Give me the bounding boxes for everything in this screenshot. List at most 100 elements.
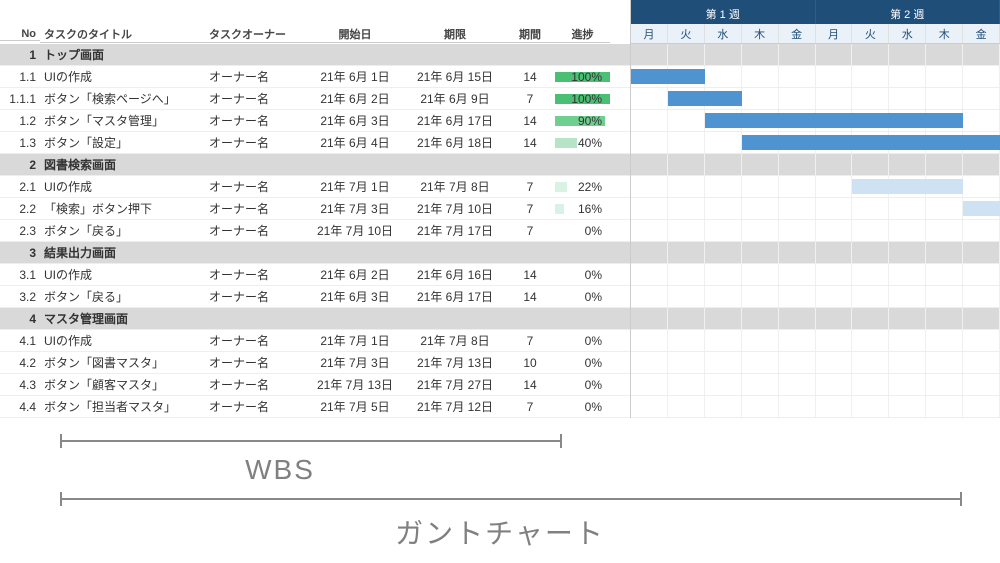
cell-progress: 0% [555, 334, 610, 348]
cell-title: ボタン「顧客マスタ」 [40, 376, 205, 393]
cell-duration: 7 [505, 400, 555, 414]
cell-end: 21年 7月 10日 [405, 200, 505, 217]
gantt-cell [889, 154, 926, 175]
gantt-cell [852, 396, 889, 417]
task-row[interactable]: 4.4ボタン「担当者マスタ」オーナー名21年 7月 5日21年 7月 12日70… [0, 396, 630, 418]
gantt-cell [631, 352, 668, 373]
gantt-cell [816, 286, 853, 307]
cell-no: 1.3 [0, 136, 40, 150]
gantt-cell [816, 198, 853, 219]
cell-duration: 14 [505, 290, 555, 304]
cell-title: ボタン「戻る」 [40, 288, 205, 305]
gantt-section-row [631, 242, 1000, 264]
gantt-task-row [631, 88, 1000, 110]
gantt-cell [742, 44, 779, 65]
gantt-cell [742, 66, 779, 87]
gantt-cell [631, 176, 668, 197]
cell-title: ボタン「マスタ管理」 [40, 112, 205, 129]
gantt-cell [889, 264, 926, 285]
cell-start: 21年 7月 3日 [305, 354, 405, 371]
cell-end: 21年 6月 17日 [405, 288, 505, 305]
task-row[interactable]: 3.1UIの作成オーナー名21年 6月 2日21年 6月 16日140% [0, 264, 630, 286]
gantt-task-row [631, 264, 1000, 286]
gantt-day-cell: 木 [926, 24, 963, 43]
gantt-bar[interactable] [631, 69, 705, 84]
gantt-cell [816, 308, 853, 329]
gantt-cell [889, 352, 926, 373]
gantt-bar[interactable] [668, 91, 742, 106]
gantt-cell [926, 330, 963, 351]
task-row[interactable]: 2.2「検索」ボタン押下オーナー名21年 7月 3日21年 7月 10日716% [0, 198, 630, 220]
gantt-bar[interactable] [742, 135, 1000, 150]
gantt-day-cell: 火 [668, 24, 705, 43]
wbs-header-spacer [0, 0, 630, 24]
cell-end: 21年 7月 17日 [405, 222, 505, 239]
task-row[interactable]: 2.3ボタン「戻る」オーナー名21年 7月 10日21年 7月 17日70% [0, 220, 630, 242]
task-row[interactable]: 1.3ボタン「設定」オーナー名21年 6月 4日21年 6月 18日1440% [0, 132, 630, 154]
task-row[interactable]: 4.1UIの作成オーナー名21年 7月 1日21年 7月 8日70% [0, 330, 630, 352]
gantt-cell [963, 374, 1000, 395]
gantt-cell [889, 66, 926, 87]
cell-owner: オーナー名 [205, 266, 305, 283]
cell-owner: オーナー名 [205, 222, 305, 239]
gantt-cell [816, 352, 853, 373]
gantt-cell [889, 242, 926, 263]
section-row[interactable]: 1トップ画面 [0, 44, 630, 66]
gantt-cell [631, 396, 668, 417]
gantt-task-row [631, 330, 1000, 352]
cell-end: 21年 7月 13日 [405, 354, 505, 371]
task-row[interactable]: 4.3ボタン「顧客マスタ」オーナー名21年 7月 13日21年 7月 27日14… [0, 374, 630, 396]
gantt-cell [889, 308, 926, 329]
cell-title: 結果出力画面 [40, 244, 205, 261]
gantt-task-row [631, 220, 1000, 242]
gantt-cell [816, 396, 853, 417]
task-row[interactable]: 2.1UIの作成オーナー名21年 7月 1日21年 7月 8日722% [0, 176, 630, 198]
gantt-day-cell: 水 [889, 24, 926, 43]
section-row[interactable]: 4マスタ管理画面 [0, 308, 630, 330]
gantt-cell [816, 242, 853, 263]
gantt-cell [963, 352, 1000, 373]
gantt-bar[interactable] [705, 113, 963, 128]
gantt-cell [926, 352, 963, 373]
task-row[interactable]: 1.2ボタン「マスタ管理」オーナー名21年 6月 3日21年 6月 17日149… [0, 110, 630, 132]
gantt-cell [926, 88, 963, 109]
task-row[interactable]: 1.1UIの作成オーナー名21年 6月 1日21年 6月 15日14100% [0, 66, 630, 88]
gantt-cell [926, 264, 963, 285]
gantt-cell [779, 154, 816, 175]
cell-progress: 16% [555, 202, 610, 216]
gantt-cell [742, 198, 779, 219]
cell-title: UIの作成 [40, 332, 205, 349]
cell-progress: 22% [555, 180, 610, 194]
gantt-task-row [631, 352, 1000, 374]
cell-title: ボタン「検索ページへ」 [40, 90, 205, 107]
gantt-cell [705, 374, 742, 395]
gantt-cell [705, 176, 742, 197]
task-row[interactable]: 4.2ボタン「図書マスタ」オーナー名21年 7月 3日21年 7月 13日100… [0, 352, 630, 374]
gantt-cell [816, 330, 853, 351]
cell-title: ボタン「図書マスタ」 [40, 354, 205, 371]
gantt-cell [852, 44, 889, 65]
cell-progress: 0% [555, 400, 610, 414]
cell-duration: 14 [505, 268, 555, 282]
task-row[interactable]: 1.1.1ボタン「検索ページへ」オーナー名21年 6月 2日21年 6月 9日7… [0, 88, 630, 110]
cell-progress: 0% [555, 290, 610, 304]
gantt-bar[interactable] [963, 201, 1000, 216]
wbs-label: WBS [0, 450, 560, 490]
section-row[interactable]: 2図書検索画面 [0, 154, 630, 176]
gantt-section-row [631, 44, 1000, 66]
cell-no: 3.2 [0, 290, 40, 304]
cell-start: 21年 6月 1日 [305, 68, 405, 85]
section-row[interactable]: 3結果出力画面 [0, 242, 630, 264]
task-row[interactable]: 3.2ボタン「戻る」オーナー名21年 6月 3日21年 6月 17日140% [0, 286, 630, 308]
gantt-cell [631, 198, 668, 219]
gantt-day-cell: 水 [705, 24, 742, 43]
gantt-cell [963, 220, 1000, 241]
cell-progress: 0% [555, 356, 610, 370]
gantt-section-row [631, 154, 1000, 176]
gantt-cell [779, 66, 816, 87]
gantt-cell [631, 374, 668, 395]
gantt-cell [705, 220, 742, 241]
cell-owner: オーナー名 [205, 376, 305, 393]
cell-owner: オーナー名 [205, 200, 305, 217]
gantt-bar[interactable] [852, 179, 963, 194]
